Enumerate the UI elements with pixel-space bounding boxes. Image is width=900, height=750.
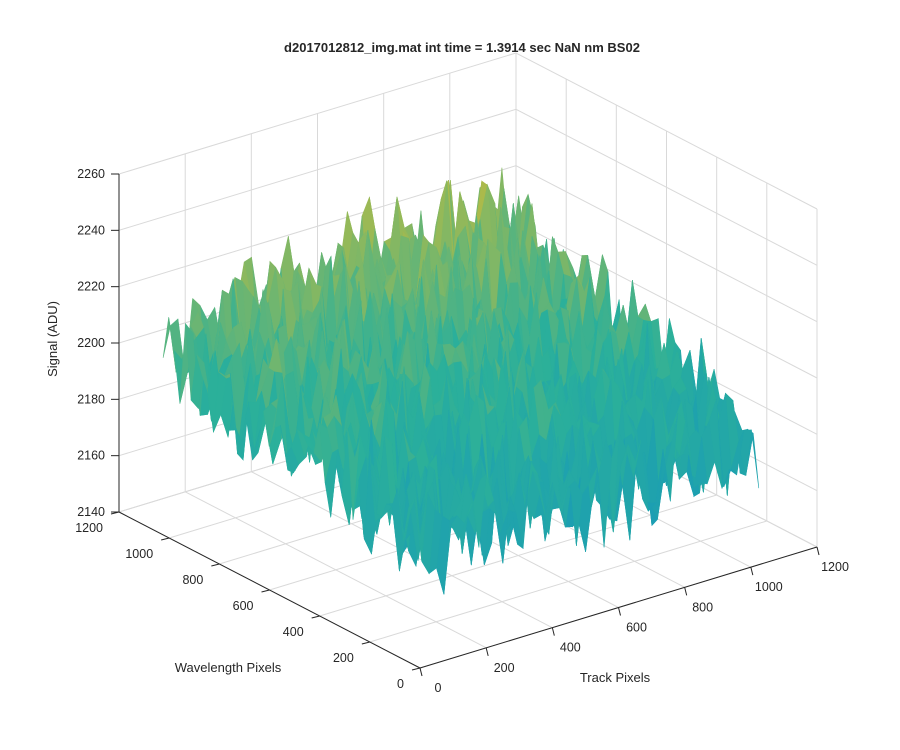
y-tick-label: 0 [397,677,404,691]
y-tick-label: 600 [233,599,254,613]
x-tick-label: 1200 [821,560,849,574]
x-tick [618,607,621,616]
y-tick [211,563,220,567]
x-tick-label: 600 [626,621,647,635]
x-tick [816,546,820,556]
grid-line-z [118,108,818,266]
y-tick-label: 400 [283,625,304,639]
z-tick-label: 2160 [77,449,105,463]
z-tick-label: 2200 [77,336,105,350]
grid-line-z [118,165,818,323]
z-tick-label: 2220 [77,280,105,294]
surface-mesh [162,167,760,595]
z-tick-label: 2140 [77,505,105,519]
x-tick-label: 0 [435,681,442,695]
x-tick [684,587,688,596]
tick-marks [110,173,820,677]
y-tick [261,589,270,593]
surface-patch [414,492,428,562]
y-tick-label: 1200 [75,521,103,535]
y-tick [361,641,370,645]
grid-line-z [118,52,818,210]
y-axis-label: Wavelength Pixels [175,660,282,675]
y-tick-label: 1000 [125,547,153,561]
x-tick [419,667,423,677]
x-tick-label: 400 [560,641,581,655]
x-tick-label: 200 [494,661,515,675]
y-tick [161,537,170,541]
z-tick-label: 2180 [77,392,105,406]
tick-labels: 0 200 400 600 800 1000 1200 0 200 400 600 800 1000 12… [75,167,849,695]
z-tick-label: 2260 [77,167,105,181]
x-tick [750,567,754,576]
x-tick-label: 800 [692,600,713,614]
y-tick-label: 800 [182,573,203,587]
z-tick-label: 2240 [77,223,105,237]
x-tick [485,647,489,656]
y-tick-label: 200 [333,651,354,665]
z-axis-label: Signal (ADU) [45,301,60,377]
y-tick [311,615,320,619]
chart-title: d2017012812_img.mat int time = 1.3914 se… [284,40,640,55]
x-tick-label: 1000 [755,580,783,594]
y-tick [411,667,421,671]
x-tick [551,627,555,636]
x-axis-label: Track Pixels [580,670,651,685]
